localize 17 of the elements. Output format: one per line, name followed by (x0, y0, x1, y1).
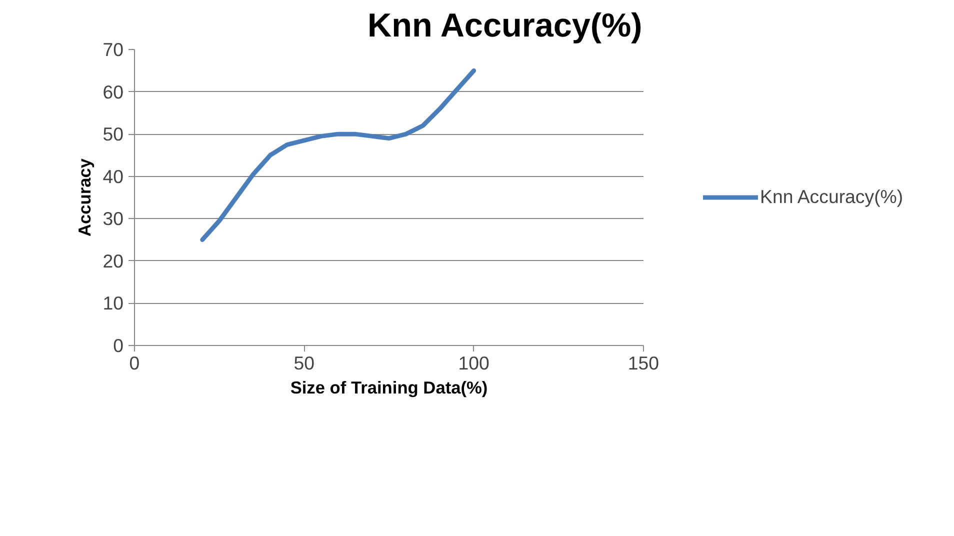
x-tick-label: 0 (129, 352, 140, 374)
y-tick-label: 30 (102, 208, 124, 230)
y-tick-label: 50 (102, 124, 124, 145)
x-tick-label: 150 (628, 352, 660, 374)
y-axis-title: Accuracy (74, 158, 95, 237)
x-tick-label: 50 (294, 352, 315, 374)
y-tick-label: 70 (102, 39, 124, 60)
y-tick-label: 0 (113, 335, 124, 356)
legend-label: Knn Accuracy(%) (760, 186, 904, 208)
y-tick-label: 10 (102, 292, 124, 314)
y-tick-label: 20 (102, 250, 124, 272)
x-axis-title: Size of Training Data(%) (290, 378, 488, 398)
y-tick-label: 60 (102, 81, 124, 102)
line-series (200, 68, 476, 242)
x-tick-label: 100 (458, 352, 490, 374)
chart-title: Knn Accuracy(%) (368, 8, 642, 44)
y-tick-label: 40 (102, 166, 124, 187)
